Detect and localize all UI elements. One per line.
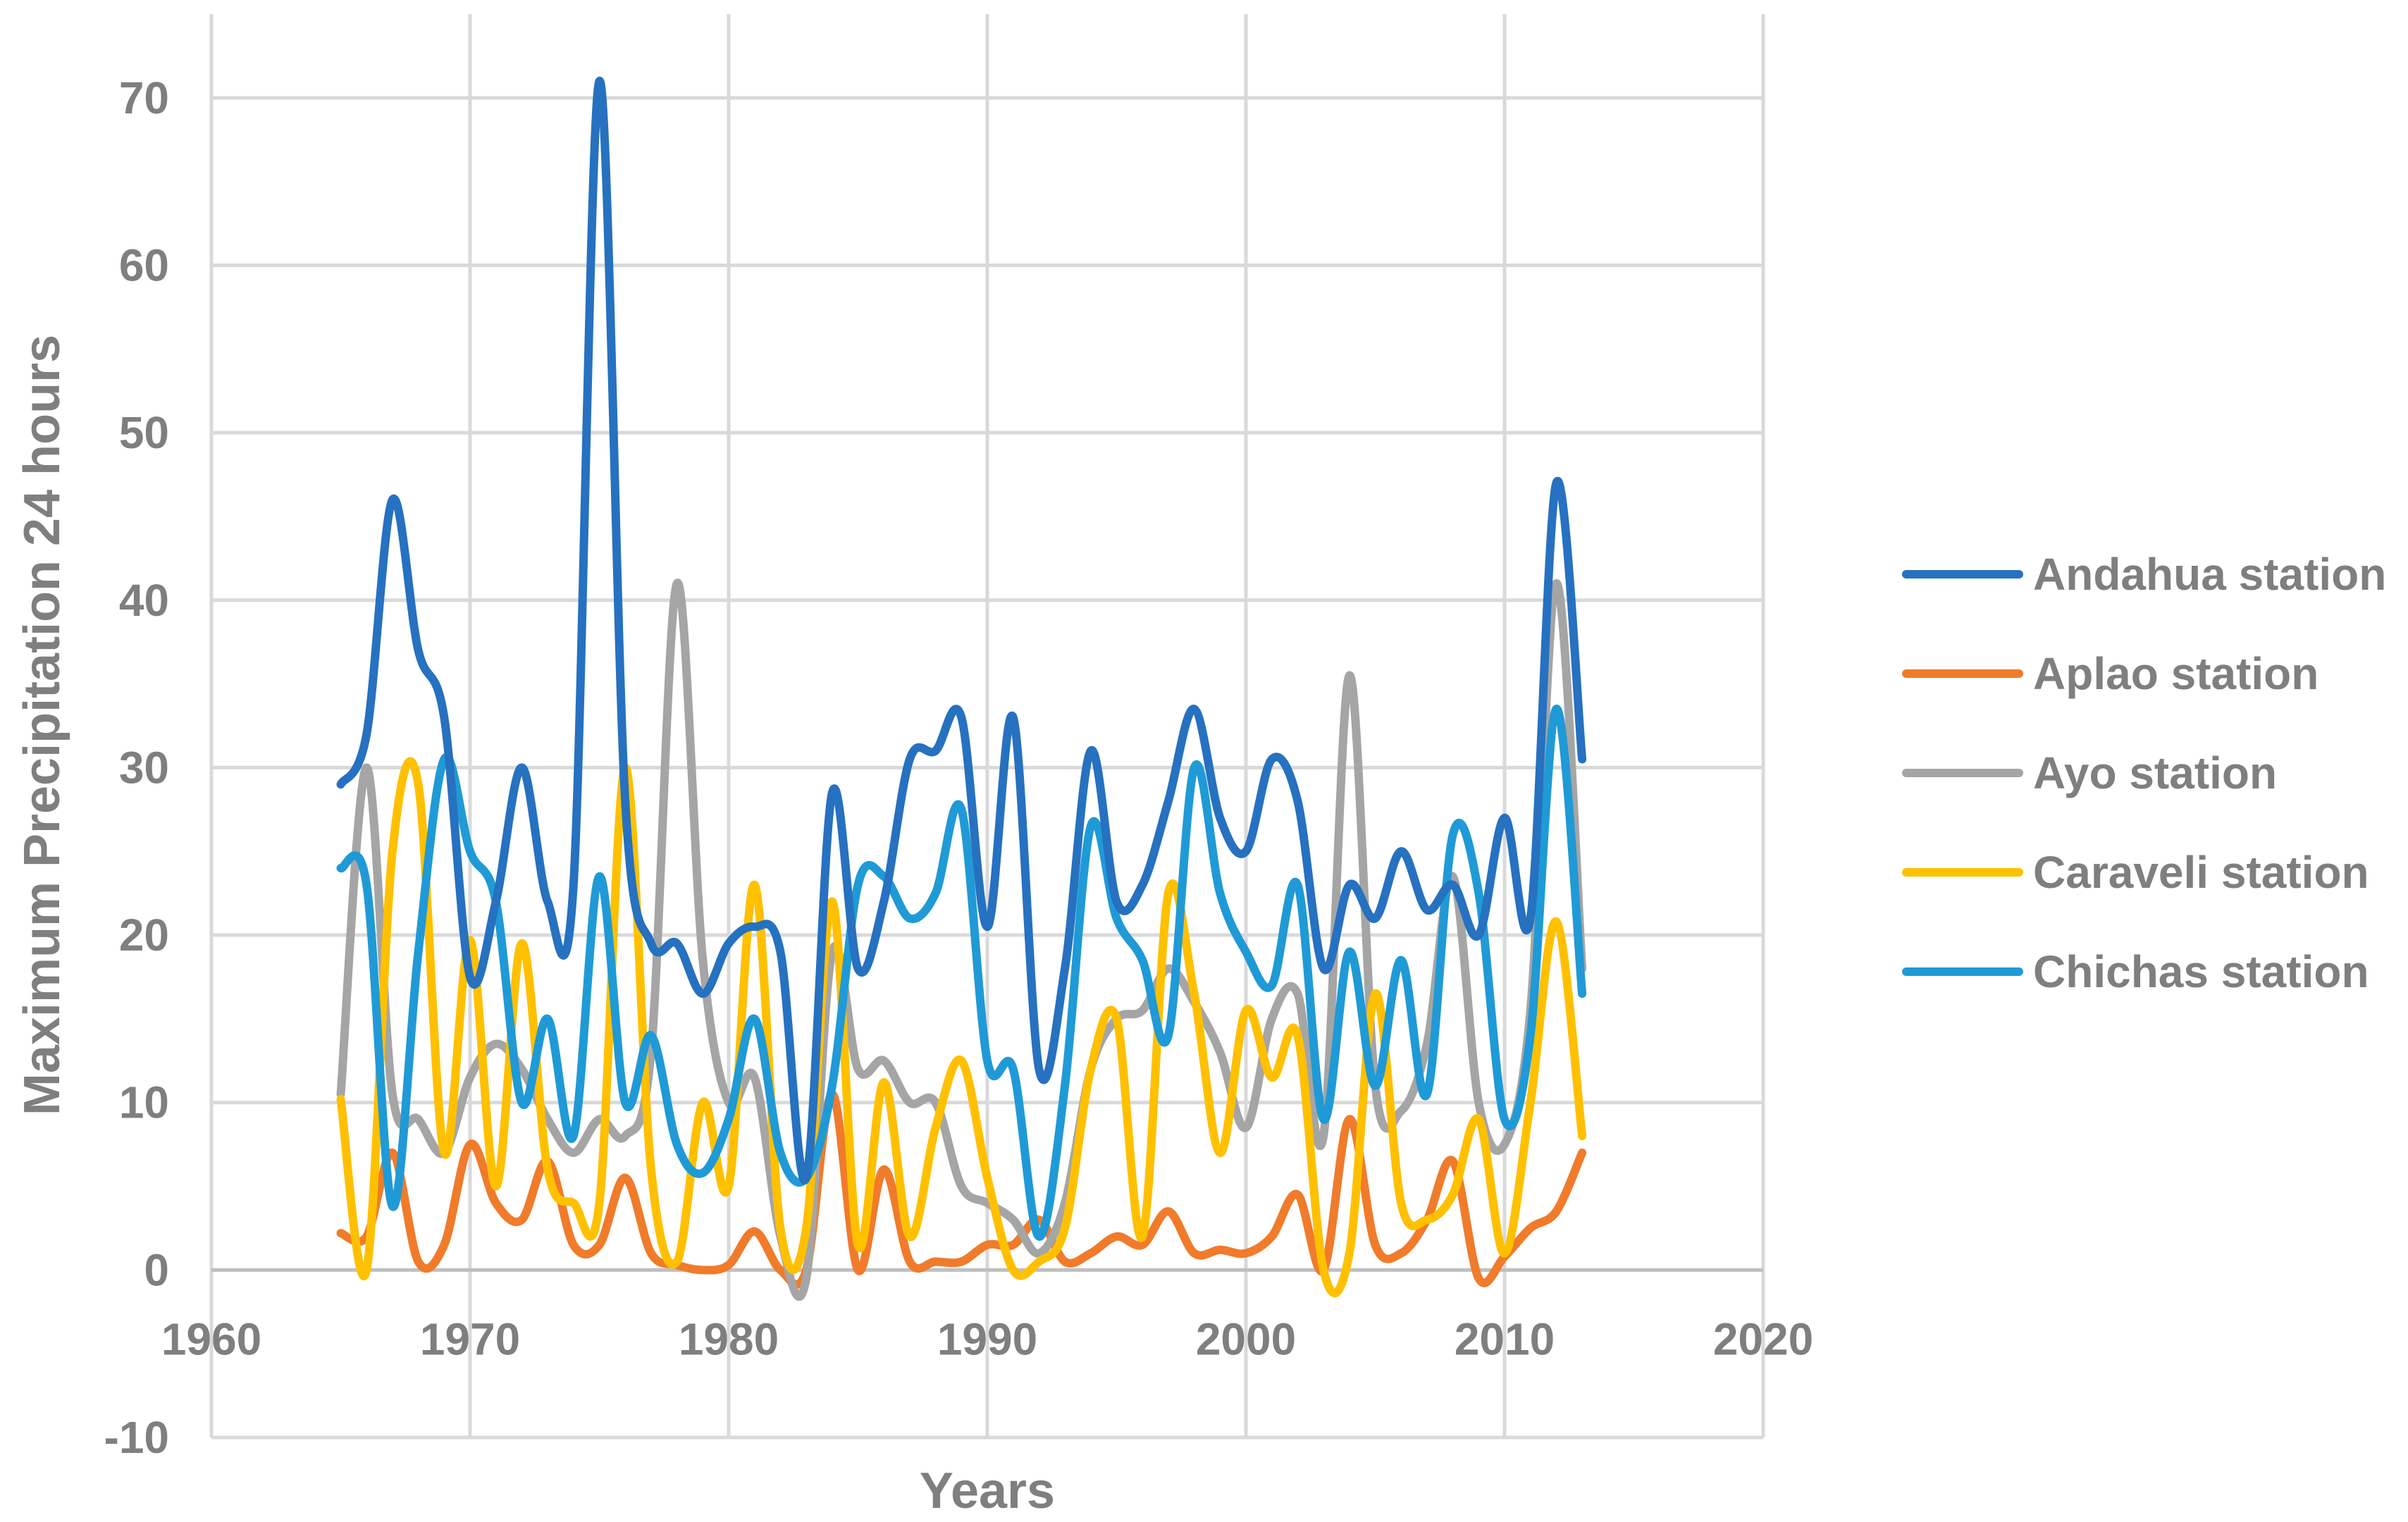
x-axis-title: Years bbox=[920, 1463, 1055, 1519]
y-tick-label: 20 bbox=[119, 910, 169, 960]
y-tick-labels: -10 0 10 20 30 40 50 60 70 bbox=[104, 73, 170, 1463]
y-tick-label: 10 bbox=[119, 1077, 169, 1128]
x-tick-label: 2020 bbox=[1713, 1313, 1813, 1364]
x-tick-label: 1980 bbox=[679, 1313, 779, 1364]
y-tick-label: 70 bbox=[119, 73, 169, 123]
x-tick-label: 1970 bbox=[420, 1313, 520, 1364]
x-tick-labels: 1960 1970 1980 1990 2000 2010 2020 bbox=[161, 1313, 1813, 1364]
y-axis-title: Maximum Precipitation 24 hours bbox=[14, 335, 70, 1115]
series-line-andahua-station bbox=[336, 77, 1587, 1184]
y-tick-label: 60 bbox=[119, 240, 169, 290]
x-tick-label: 2010 bbox=[1455, 1313, 1555, 1364]
x-tick-label: 2000 bbox=[1196, 1313, 1296, 1364]
series-line-chichas-station bbox=[336, 705, 1587, 1241]
legend-label-andahua-station: Andahua station bbox=[2033, 549, 2386, 600]
legend: Andahua station Aplao station Ayo station C… bbox=[1902, 549, 2386, 997]
x-tick-label: 1960 bbox=[161, 1313, 261, 1364]
y-tick-label: 50 bbox=[119, 407, 169, 458]
legend-label-chichas-station: Chichas station bbox=[2033, 946, 2369, 997]
series-lines bbox=[336, 77, 1587, 1301]
legend-label-ayo-station: Ayo station bbox=[2033, 748, 2277, 798]
y-tick-label: 0 bbox=[144, 1244, 169, 1295]
y-tick-label: 30 bbox=[119, 742, 169, 793]
series-line-aplao-station bbox=[336, 1089, 1587, 1289]
x-tick-label: 1990 bbox=[937, 1313, 1037, 1364]
y-tick-label: -10 bbox=[104, 1412, 170, 1463]
y-tick-label: 40 bbox=[119, 575, 169, 626]
legend-label-caraveli-station: Caraveli station bbox=[2033, 847, 2369, 898]
legend-label-aplao-station: Aplao station bbox=[2033, 648, 2319, 699]
